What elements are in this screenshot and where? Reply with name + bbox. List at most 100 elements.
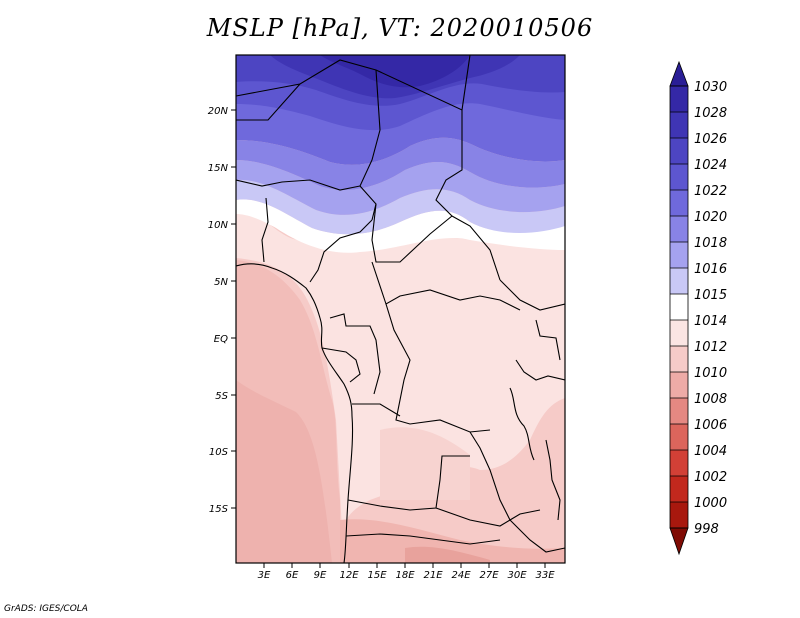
field-1015-band — [236, 179, 565, 235]
colorbar-segment — [670, 502, 688, 528]
country-borders — [236, 55, 565, 563]
colorbar-segment — [670, 164, 688, 190]
colorbar-segment — [670, 346, 688, 372]
border-north-1 — [236, 55, 471, 111]
colorbar-label: 1008 — [694, 392, 727, 407]
svg-text:6E: 6E — [286, 570, 299, 581]
pressure-field — [236, 55, 565, 563]
border-tanzania — [515, 359, 565, 381]
svg-text:21E: 21E — [423, 570, 443, 581]
field-land-1012 — [236, 205, 565, 530]
svg-text:3E: 3E — [258, 570, 271, 581]
latitude-axis: 20N 15N 10N 5N EQ 5S 10S 15S — [208, 106, 236, 515]
lon-tick-15e: 15E — [367, 563, 387, 581]
colorbar-bottom-arrow — [669, 527, 689, 556]
colorbar-label: 1030 — [694, 80, 727, 95]
border-north-2 — [236, 83, 301, 121]
border-gabon — [321, 347, 361, 383]
colorbar-segment — [670, 476, 688, 502]
colorbar-segment — [670, 242, 688, 268]
colorbar-segment — [670, 320, 688, 346]
lat-tick-5n: 5N — [214, 277, 236, 288]
colorbar-label: 1000 — [694, 496, 727, 511]
lat-tick-15s: 15S — [209, 504, 236, 515]
colorbar-segment — [670, 216, 688, 242]
lon-tick-3e: 3E — [258, 563, 271, 581]
plot-frame — [235, 54, 566, 564]
colorbar-label: 1020 — [694, 210, 727, 225]
colorbar-segment — [670, 398, 688, 424]
grads-credit: GrADS: IGES/COLA — [4, 604, 88, 614]
svg-text:12E: 12E — [339, 570, 359, 581]
colorbar-segment — [670, 424, 688, 450]
svg-text:15E: 15E — [367, 570, 387, 581]
colorbar-label: 1014 — [694, 314, 727, 329]
field-1016-band — [236, 160, 565, 215]
colorbar-label: 1002 — [694, 470, 727, 485]
svg-text:10N: 10N — [208, 220, 229, 231]
border-sudan — [435, 110, 501, 281]
border-zambia-drc — [469, 431, 511, 521]
lon-tick-21e: 21E — [423, 563, 443, 581]
lon-tick-33e: 33E — [535, 563, 555, 581]
svg-text:24E: 24E — [451, 570, 471, 581]
lon-tick-12e: 12E — [339, 563, 359, 581]
colorbar-label: 1010 — [694, 366, 727, 381]
colorbar: 1030 1028 1026 1024 1022 1020 1018 1016 1015 1014… — [669, 60, 727, 556]
colorbar-label: 1022 — [694, 184, 727, 199]
colorbar-segment — [670, 86, 688, 112]
colorbar-segment — [670, 190, 688, 216]
svg-text:20N: 20N — [208, 106, 229, 117]
border-benin — [261, 197, 269, 263]
lake-tanganyika — [509, 387, 535, 461]
svg-text:27E: 27E — [479, 570, 499, 581]
border-drc-angola — [385, 303, 491, 433]
svg-text:EQ: EQ — [214, 334, 228, 345]
colorbar-segment — [670, 268, 688, 294]
field-ocean-1009 — [236, 380, 332, 563]
svg-text:5N: 5N — [214, 277, 228, 288]
longitude-axis: 3E 6E 9E 12E 15E 18E 21E 24E 27E 30E 33E — [258, 563, 555, 581]
field-land-1011 — [380, 427, 470, 500]
colorbar-label: 998 — [694, 522, 719, 537]
colorbar-label: 1015 — [694, 288, 727, 303]
field-1014-band — [236, 199, 565, 253]
colorbar-label: 1016 — [694, 262, 727, 277]
colorbar-label: 1026 — [694, 132, 727, 147]
colorbar-segment — [670, 138, 688, 164]
colorbar-label: 1024 — [694, 158, 727, 173]
lon-tick-30e: 30E — [507, 563, 527, 581]
border-nigeria-cameroon — [309, 219, 373, 283]
border-angola-north — [352, 403, 401, 417]
lon-tick-18e: 18E — [395, 563, 415, 581]
colorbar-segment — [670, 294, 688, 320]
colorbar-label: 1028 — [694, 106, 727, 121]
lon-tick-24e: 24E — [451, 563, 471, 581]
field-1018-band — [236, 137, 565, 191]
colorbar-segment — [670, 450, 688, 476]
lat-tick-eq: EQ — [214, 334, 236, 345]
svg-text:33E: 33E — [535, 570, 555, 581]
svg-text:9E: 9E — [314, 570, 327, 581]
lon-tick-9e: 9E — [314, 563, 327, 581]
colorbar-label: 1018 — [694, 236, 727, 251]
border-zimbabwe — [509, 519, 565, 553]
border-car-north — [371, 203, 453, 263]
lake-malawi — [545, 439, 561, 521]
svg-text:10S: 10S — [209, 447, 229, 458]
lon-tick-6e: 6E — [286, 563, 299, 581]
border-south-sudan — [499, 279, 565, 311]
lat-tick-10n: 10N — [208, 220, 236, 231]
border-car-drc — [371, 261, 521, 311]
svg-text:30E: 30E — [507, 570, 527, 581]
border-uganda — [535, 319, 561, 361]
border-sahel — [236, 179, 361, 191]
lat-tick-20n: 20N — [208, 106, 236, 117]
border-zambia — [435, 507, 541, 527]
field-1028-band — [320, 55, 470, 88]
svg-text:5S: 5S — [215, 391, 228, 402]
colorbar-label: 1012 — [694, 340, 727, 355]
lat-tick-5s: 5S — [215, 391, 236, 402]
svg-text:18E: 18E — [395, 570, 415, 581]
